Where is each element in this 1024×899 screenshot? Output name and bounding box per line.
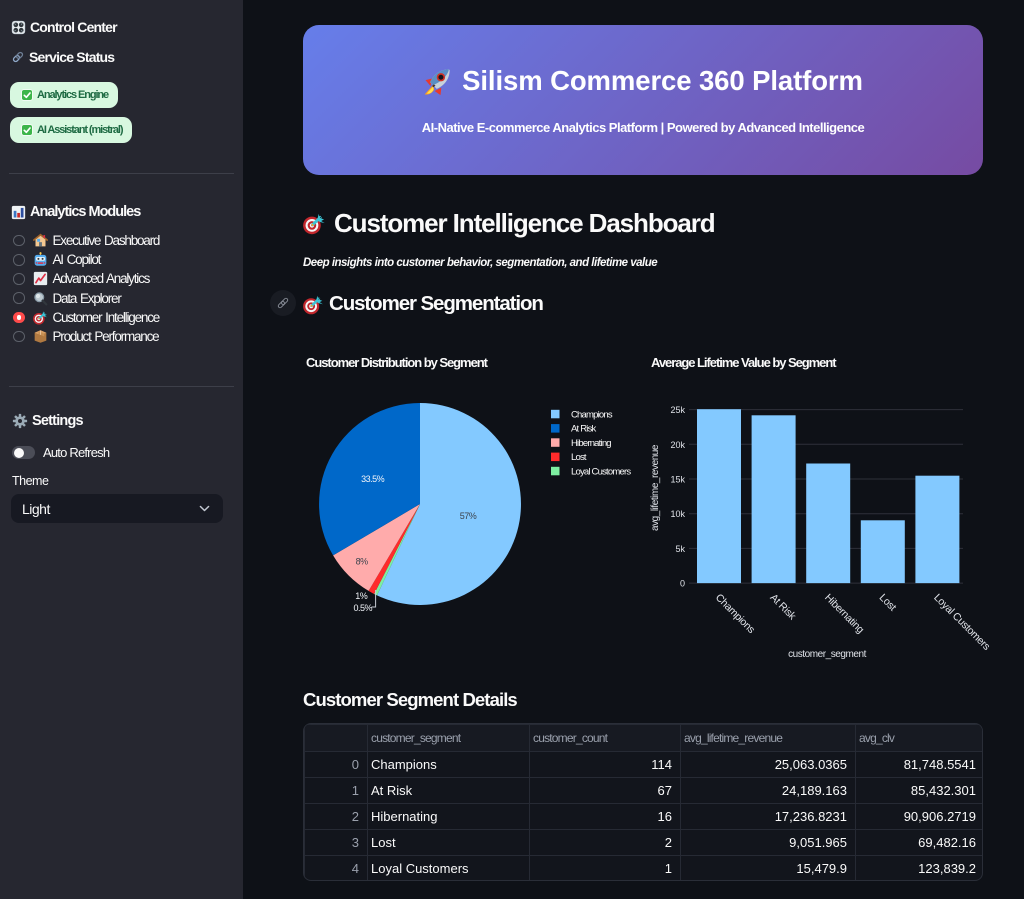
svg-text:customer_segment: customer_segment xyxy=(788,649,867,660)
svg-text:Champions: Champions xyxy=(713,592,757,636)
svg-text:Lost: Lost xyxy=(877,592,899,614)
svg-text:Customer Distribution by Segme: Customer Distribution by Segment xyxy=(306,355,489,370)
svg-text:0: 0 xyxy=(680,579,685,589)
svg-text:25k: 25k xyxy=(670,405,685,415)
svg-text:0.5%: 0.5% xyxy=(354,603,373,613)
svg-text:57%: 57% xyxy=(460,511,477,521)
svg-text:15k: 15k xyxy=(670,475,685,485)
svg-text:At Risk: At Risk xyxy=(571,424,597,435)
svg-text:33.5%: 33.5% xyxy=(361,474,385,484)
svg-text:Average Lifetime Value by Segm: Average Lifetime Value by Segment xyxy=(651,355,837,370)
svg-text:10k: 10k xyxy=(670,509,685,519)
svg-text:Loyal Customers: Loyal Customers xyxy=(571,466,631,477)
svg-text:Champions: Champions xyxy=(571,409,613,420)
svg-text:Hibernating: Hibernating xyxy=(822,592,866,636)
svg-text:5k: 5k xyxy=(675,544,685,554)
svg-text:1%: 1% xyxy=(355,591,368,601)
svg-text:Lost: Lost xyxy=(571,452,587,463)
svg-text:Loyal Customers: Loyal Customers xyxy=(931,592,992,653)
svg-text:Hibernating: Hibernating xyxy=(571,438,611,449)
svg-text:20k: 20k xyxy=(670,440,685,450)
svg-text:At Risk: At Risk xyxy=(767,592,798,623)
svg-text:8%: 8% xyxy=(356,556,369,566)
svg-text:avg_lifetime_revenue: avg_lifetime_revenue xyxy=(650,444,661,531)
